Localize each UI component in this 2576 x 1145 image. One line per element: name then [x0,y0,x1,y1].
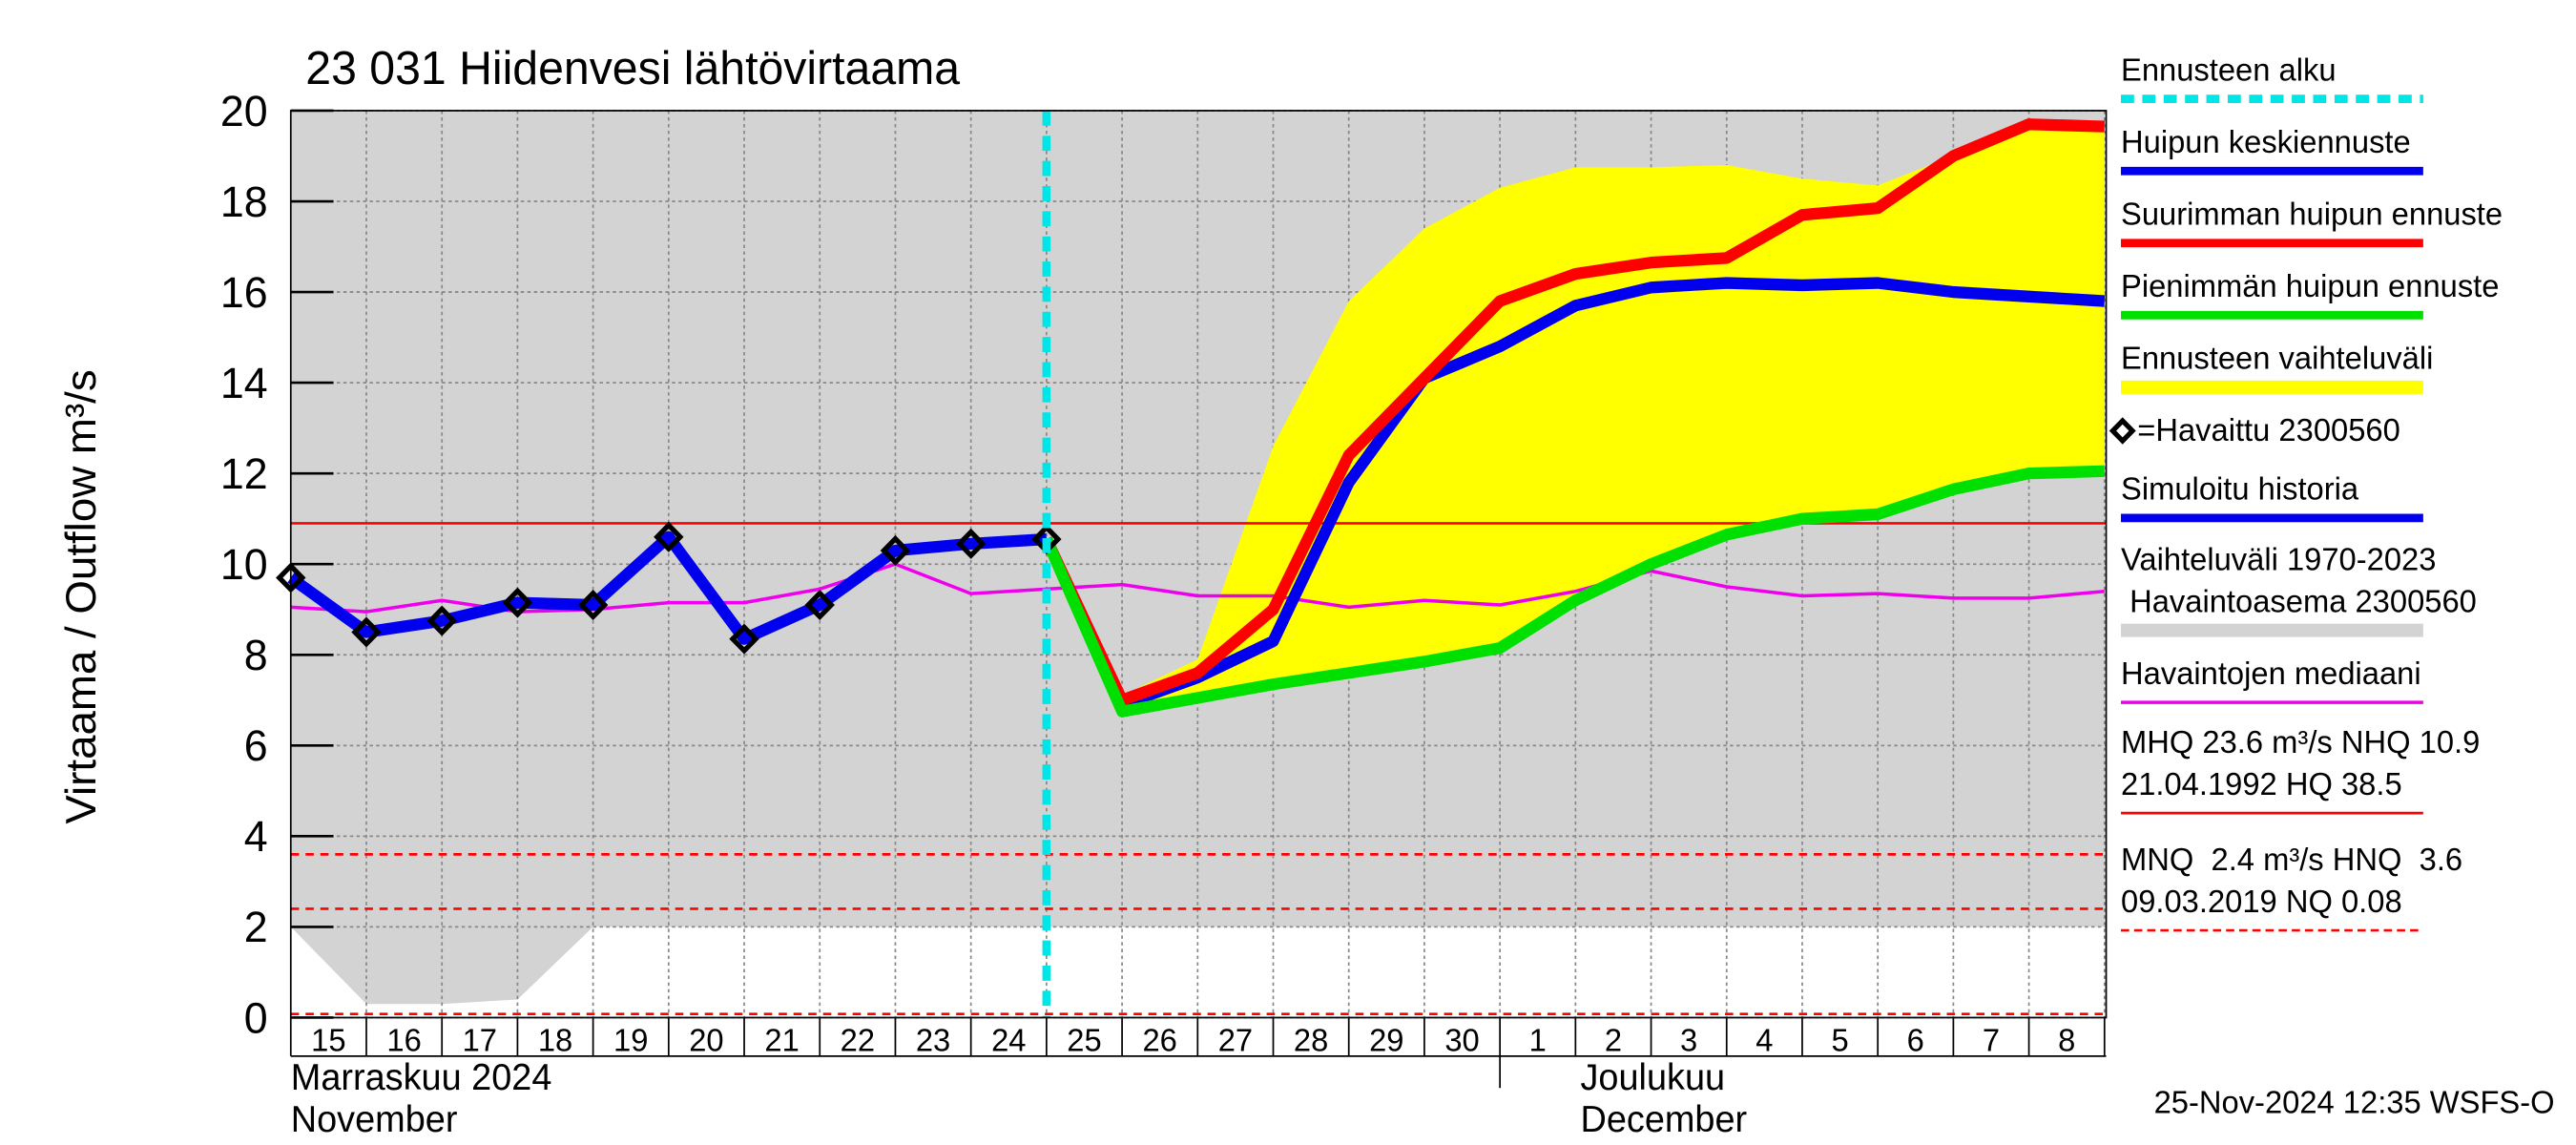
legend-label: Havaintojen mediaani [2121,656,2421,692]
x-tick-label: 5 [1831,1023,1848,1058]
observed-marker [502,587,533,618]
legend-label: Huipun keskiennuste [2121,125,2411,160]
legend-marker [2109,417,2136,445]
series-line [287,531,1048,645]
y-tick-label: 6 [244,721,268,771]
month-label: Marraskuu 2024 [291,1057,552,1098]
x-tick-label: 4 [1755,1023,1773,1058]
legend-label: Ennusteen alku [2121,52,2337,88]
x-tick-label: 2 [1605,1023,1622,1058]
legend-label: Pienimmän huipun ennuste [2121,269,2499,304]
x-tick-label: 15 [311,1023,345,1058]
legend-label: Havaintoasema 2300560 [2121,584,2477,619]
y-tick-label: 4 [244,812,268,862]
x-tick-label: 21 [764,1023,799,1058]
legend-label: MHQ 23.6 m³/s NHQ 10.9 [2121,725,2480,760]
observed-marker [880,534,911,566]
timestamp: 25-Nov-2024 12:35 WSFS-O [2154,1085,2555,1120]
series-line [1041,465,2105,718]
legend-label: Ennusteen vaihteluväli [2121,341,2433,376]
x-tick-label: 28 [1294,1023,1328,1058]
y-tick-label: 0 [244,993,268,1043]
x-tick-label: 24 [991,1023,1026,1058]
month-label: December [1581,1099,1748,1140]
observed-marker [955,528,987,559]
observed-marker [351,616,382,648]
y-tick-label: 20 [220,86,268,135]
y-tick-label: 2 [244,903,268,952]
y-axis-label: Virtaama / Outflow m³/s [56,369,104,823]
x-tick-label: 22 [841,1023,875,1058]
x-tick-label: 17 [463,1023,497,1058]
x-tick-label: 29 [1369,1023,1403,1058]
y-tick-label: 8 [244,631,268,680]
legend-label: 21.04.1992 HQ 38.5 [2121,767,2402,802]
x-tick-label: 26 [1142,1023,1176,1058]
legend-label: Vaihteluväli 1970-2023 [2121,542,2436,577]
series-line [1041,277,2106,711]
y-tick-label: 18 [220,177,268,226]
x-tick-label: 3 [1680,1023,1697,1058]
observed-marker [577,589,609,621]
month-label: November [291,1099,458,1140]
x-tick-label: 1 [1529,1023,1547,1058]
x-tick-label: 6 [1907,1023,1924,1058]
x-tick-label: 30 [1444,1023,1479,1058]
x-tick-label: 18 [538,1023,572,1058]
observed-marker [654,521,684,552]
observed-marker [426,605,457,636]
x-tick-label: 7 [1983,1023,2000,1058]
x-tick-label: 19 [613,1023,648,1058]
legend-label: Simuloitu historia [2121,471,2359,507]
month-label: Joulukuu [1581,1057,1726,1098]
legend-label: 09.03.2019 NQ 0.08 [2121,884,2402,919]
series-line [1041,118,2105,706]
observed-marker [729,623,759,655]
x-tick-label: 23 [916,1023,950,1058]
x-tick-label: 16 [386,1023,421,1058]
y-tick-label: 14 [220,359,268,408]
x-tick-label: 20 [689,1023,723,1058]
x-tick-label: 8 [2058,1023,2075,1058]
legend-label: MNQ 2.4 m³/s HNQ 3.6 [2121,843,2462,878]
y-tick-label: 12 [220,449,268,499]
observed-marker [804,589,835,621]
x-tick-label: 25 [1067,1023,1101,1058]
x-tick-label: 27 [1218,1023,1253,1058]
legend-label: Suurimman huipun ennuste [2121,197,2503,232]
y-tick-label: 10 [220,540,268,590]
chart-title: 23 031 Hiidenvesi lähtövirtaama [305,42,961,94]
y-tick-label: 16 [220,267,268,317]
legend-label: =Havaittu 2300560 [2137,413,2400,448]
